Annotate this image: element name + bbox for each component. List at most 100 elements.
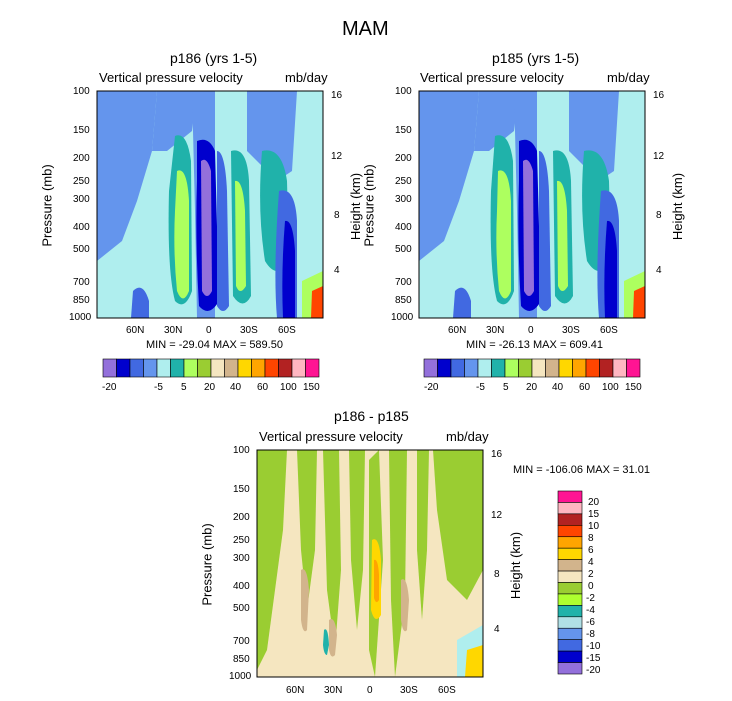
panel2-ylabel: Pressure (mb) [361,164,377,247]
panel2-xtick: 60N [448,325,467,336]
colorbar-swatch [557,582,583,595]
colorbar-swatch [183,358,198,378]
panel2-cb-label: -5 [476,382,485,393]
panel3-band [301,569,309,632]
panel3-band [297,450,317,610]
panel2-band [633,286,645,318]
colorbar-swatch [305,358,320,378]
panel1-ylabel: Pressure (mb) [39,164,55,247]
panel2-colorbar [423,358,641,378]
panel3-ytick: 850 [233,654,250,665]
panel2-xtick: 60S [600,325,618,336]
panel2-cb-label: 60 [579,382,591,393]
panel3-y2label: Height (km) [508,531,524,600]
panel1-ytick: 100 [73,86,90,97]
colorbar-swatch [210,358,225,378]
panel2-cb-label: 5 [503,382,509,393]
panel3-ylabel: Pressure (mb) [199,523,215,606]
panel1-band [311,286,323,318]
panel3-band [349,450,365,630]
colorbar-swatch [278,358,293,378]
colorbar-swatch [156,358,171,378]
panel1-xtick: 30N [164,325,183,336]
panel2-band [453,287,471,318]
panel2-xtick: 0 [528,325,534,336]
panel3-cb-label: -20 [586,665,601,676]
panel3-cb-label: -8 [586,629,595,640]
panel2-ytick: 300 [395,194,412,205]
panel1-cb-label: 20 [204,382,216,393]
colorbar-swatch [557,639,583,652]
panel2-band [523,159,534,296]
panel2-ytick: 100 [395,86,412,97]
colorbar-swatch [102,358,117,378]
panel1-ytick: 250 [73,176,90,187]
panel3-band [465,645,483,677]
colorbar-swatch [557,662,583,675]
panel2-ytick: 850 [395,295,412,306]
panel2-xtick: 30N [486,325,505,336]
colorbar-swatch [557,650,583,663]
colorbar-swatch [197,358,212,378]
panel1-band [174,170,189,299]
panel1-cb-label: 5 [181,382,187,393]
panel2-ytick: 500 [395,244,412,255]
colorbar-swatch [557,513,583,526]
panel2-cb-label: 150 [625,382,642,393]
panel1-band [152,91,197,151]
colorbar-swatch [437,358,452,378]
figure-title: MAM [342,18,389,40]
panel2-ytick: 400 [395,222,412,233]
panel1-y2tick: 8 [334,210,340,221]
colorbar-swatch [170,358,185,378]
panel3-xtick: 60N [286,685,305,696]
colorbar-swatch [291,358,306,378]
panel1-band [97,91,157,261]
panel3-xtick: 30N [324,685,343,696]
panel2-ytick: 200 [395,153,412,164]
colorbar-swatch [557,547,583,560]
panel1-frame [96,90,324,319]
panel3-band [417,450,429,620]
panel3-cb-label: 4 [588,557,594,568]
panel3-ytick: 400 [233,581,250,592]
colorbar-swatch [504,358,519,378]
colorbar-swatch [116,358,131,378]
panel3-xtick: 60S [438,685,456,696]
panel3-cb-label: 8 [588,533,594,544]
panel1-cb-label: 150 [303,382,320,393]
panel1-ytick: 500 [73,244,90,255]
panel2-ytick: 1000 [391,312,414,323]
panel3-band [389,450,407,677]
panel3-cb-label: 2 [588,569,594,580]
panel1-ytick: 200 [73,153,90,164]
panel1-band [217,151,229,311]
panel2-units-label: mb/day [607,70,650,85]
colorbar-swatch [129,358,144,378]
colorbar-swatch [626,358,641,378]
panel1-plot [96,90,324,319]
panel2-y2label: Height (km) [670,172,686,241]
panel1-minmax: MIN = -29.04 MAX = 589.50 [146,339,283,351]
panel3-y2tick: 12 [491,510,503,521]
panel3-title: p186 - p185 [334,408,409,424]
panel3-colorbar [557,490,583,675]
panel1-ytick: 300 [73,194,90,205]
colorbar-swatch [557,593,583,606]
panel2-band [569,91,619,181]
colorbar-swatch [585,358,600,378]
panel2-left-label: Vertical pressure velocity [420,70,564,85]
panel1-xtick: 0 [206,325,212,336]
panel3-cb-label: 10 [588,521,600,532]
panel2-band [604,220,617,318]
panel2-cb-label: 40 [552,382,564,393]
panel1-ytick: 1000 [69,312,92,323]
panel3-band [452,450,467,550]
panel3-plot [256,449,484,678]
colorbar-swatch [612,358,627,378]
panel2-band [419,91,479,261]
panel1-xtick: 30S [240,325,258,336]
panel1-y2tick: 4 [334,265,340,276]
panel3-band [329,619,337,657]
panel2-minmax: MIN = -26.13 MAX = 609.41 [466,339,603,351]
